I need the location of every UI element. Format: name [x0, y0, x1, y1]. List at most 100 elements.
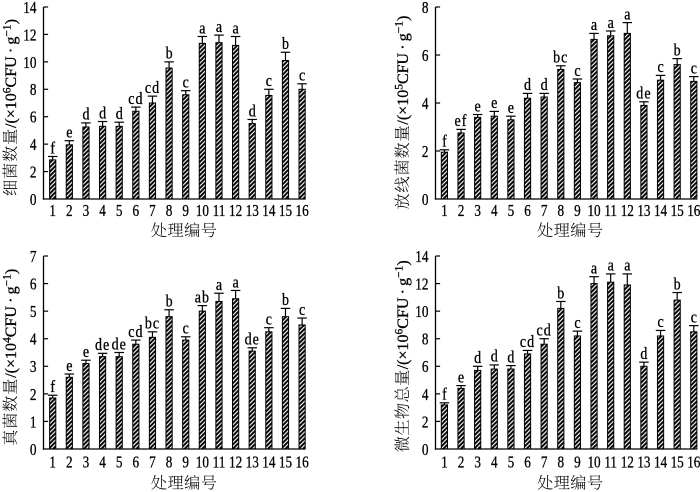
svg-text:a: a	[232, 273, 238, 291]
svg-text:15: 15	[279, 203, 292, 221]
svg-text:13: 13	[637, 454, 650, 472]
svg-text:d: d	[474, 349, 481, 367]
svg-text:4: 4	[422, 96, 429, 114]
svg-text:e: e	[491, 94, 497, 112]
svg-text:3: 3	[474, 203, 481, 221]
svg-text:b: b	[674, 275, 681, 293]
svg-text:a: a	[216, 18, 222, 36]
svg-text:12: 12	[229, 203, 242, 221]
svg-text:6: 6	[524, 454, 531, 472]
svg-text:6: 6	[524, 203, 531, 221]
svg-text:14: 14	[262, 203, 276, 221]
svg-text:2: 2	[30, 164, 37, 182]
svg-text:1: 1	[30, 414, 37, 432]
svg-text:9: 9	[574, 454, 581, 472]
svg-text:2: 2	[66, 203, 73, 221]
svg-text:10: 10	[587, 454, 600, 472]
svg-text:4: 4	[491, 203, 498, 221]
svg-text:ab: ab	[195, 288, 210, 306]
svg-text:d: d	[507, 348, 514, 366]
svg-text:8: 8	[422, 0, 429, 17]
svg-text:3: 3	[474, 454, 481, 472]
svg-text:f: f	[442, 133, 447, 151]
svg-text:d: d	[640, 345, 647, 363]
svg-text:7: 7	[541, 203, 548, 221]
svg-text:/(×104CFU · g−1): /(×104CFU · g−1)	[2, 269, 21, 378]
svg-text:5: 5	[116, 454, 123, 472]
svg-text:6: 6	[30, 109, 37, 127]
svg-text:12: 12	[621, 203, 634, 221]
svg-text:ef: ef	[455, 112, 468, 130]
svg-text:f: f	[50, 139, 55, 157]
svg-text:c: c	[657, 313, 663, 331]
svg-text:c: c	[574, 314, 580, 332]
svg-text:c: c	[657, 58, 663, 76]
svg-text:4: 4	[99, 203, 106, 221]
svg-text:2: 2	[66, 454, 73, 472]
svg-text:b: b	[166, 45, 173, 63]
svg-text:e: e	[66, 357, 72, 375]
svg-text:2: 2	[422, 414, 429, 432]
svg-text:11: 11	[213, 203, 226, 221]
svg-text:8: 8	[30, 82, 37, 100]
svg-text:5: 5	[508, 203, 515, 221]
svg-text:c: c	[183, 73, 189, 91]
svg-text:2: 2	[458, 454, 465, 472]
svg-text:14: 14	[415, 249, 429, 267]
svg-text:13: 13	[246, 203, 259, 221]
svg-text:0: 0	[30, 192, 37, 210]
svg-text:14: 14	[654, 454, 668, 472]
svg-text:10: 10	[23, 55, 36, 73]
svg-text:e: e	[508, 99, 514, 117]
svg-text:13: 13	[637, 203, 650, 221]
svg-text:9: 9	[574, 203, 581, 221]
svg-text:de: de	[636, 85, 651, 103]
svg-text:12: 12	[229, 454, 242, 472]
svg-text:e: e	[458, 368, 464, 386]
svg-text:6: 6	[422, 48, 429, 66]
svg-text:a: a	[624, 257, 630, 275]
svg-text:7: 7	[149, 203, 156, 221]
svg-text:0: 0	[422, 192, 429, 210]
svg-text:d: d	[82, 106, 89, 124]
svg-text:a: a	[232, 19, 238, 37]
svg-text:de: de	[245, 331, 260, 349]
svg-text:4: 4	[422, 387, 429, 405]
svg-text:cd: cd	[128, 90, 143, 108]
svg-text:13: 13	[246, 454, 259, 472]
svg-text:10: 10	[415, 304, 428, 322]
svg-text:16: 16	[296, 454, 310, 472]
svg-text:a: a	[199, 19, 205, 37]
svg-text:15: 15	[279, 454, 292, 472]
svg-text:d: d	[116, 105, 123, 123]
svg-text:a: a	[624, 5, 630, 23]
svg-text:d: d	[249, 102, 256, 120]
svg-text:cd: cd	[537, 322, 552, 340]
svg-text:8: 8	[422, 331, 429, 349]
svg-text:10: 10	[196, 454, 209, 472]
svg-text:b: b	[166, 293, 173, 311]
svg-text:c: c	[299, 67, 305, 85]
svg-text:12: 12	[415, 276, 428, 294]
svg-text:d: d	[491, 348, 498, 366]
svg-text:8: 8	[166, 454, 173, 472]
svg-text:d: d	[524, 76, 531, 94]
svg-text:f: f	[442, 386, 447, 404]
svg-text:12: 12	[621, 454, 634, 472]
svg-text:9: 9	[182, 454, 189, 472]
svg-text:f: f	[50, 378, 55, 396]
svg-text:4: 4	[99, 454, 106, 472]
svg-text:5: 5	[116, 203, 123, 221]
svg-text:a: a	[608, 257, 614, 275]
svg-text:15: 15	[671, 454, 684, 472]
svg-text:5: 5	[508, 454, 515, 472]
svg-text:8: 8	[557, 454, 564, 472]
svg-text:a: a	[591, 259, 597, 277]
svg-text:e: e	[66, 124, 72, 142]
svg-text:e: e	[475, 97, 481, 115]
svg-text:4: 4	[491, 454, 498, 472]
svg-text:7: 7	[149, 454, 156, 472]
svg-text:10: 10	[196, 203, 209, 221]
svg-text:a: a	[216, 276, 222, 294]
svg-text:12: 12	[23, 27, 36, 45]
